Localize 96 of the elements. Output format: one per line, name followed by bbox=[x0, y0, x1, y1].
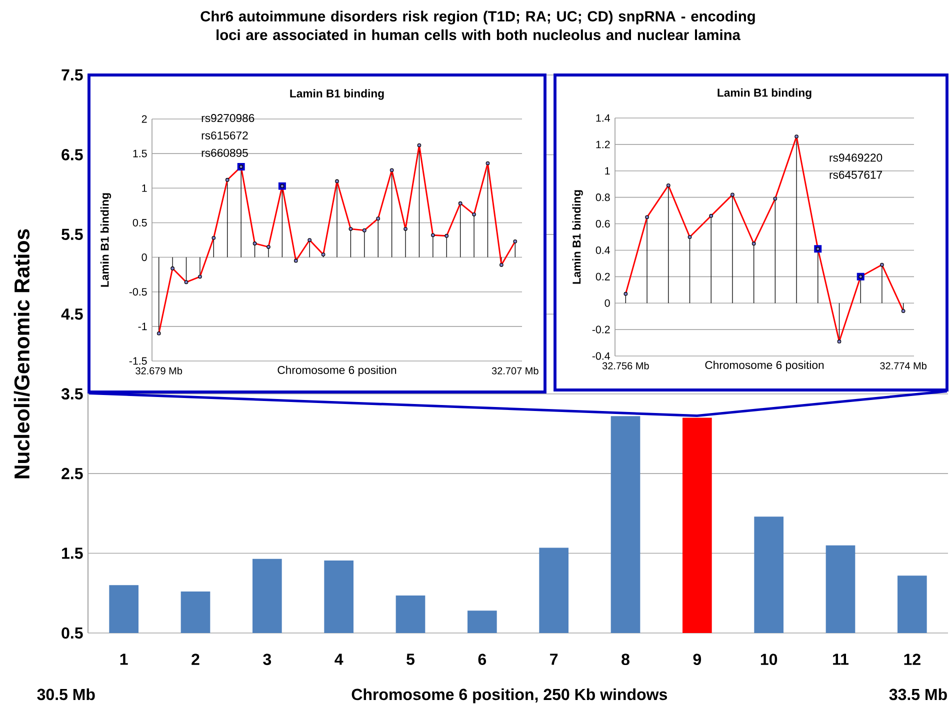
point bbox=[688, 235, 692, 239]
annotation: rs6457617 bbox=[830, 170, 882, 179]
x-tick-label: 32.707 Mb bbox=[492, 367, 538, 374]
x-tick-label: 3 bbox=[263, 654, 272, 666]
point bbox=[390, 168, 394, 172]
x-axis-title: Chromosome 6 position bbox=[705, 360, 824, 372]
y-tick-label: 2 bbox=[142, 115, 147, 123]
chart-title: Lamin B1 binding bbox=[718, 88, 812, 100]
x-tick-label: 1 bbox=[120, 654, 128, 665]
y-tick-label: -0.2 bbox=[592, 326, 610, 334]
point bbox=[472, 212, 476, 216]
annotation: rs660895 bbox=[202, 148, 248, 157]
point bbox=[794, 134, 798, 138]
y-tick-label: 0.8 bbox=[596, 194, 610, 202]
y-tick-label: 4.5 bbox=[61, 308, 83, 320]
y-tick-label: 0 bbox=[142, 254, 147, 262]
point bbox=[404, 227, 408, 231]
x-tick-label: 32.774 Mb bbox=[880, 362, 927, 370]
y-tick-label: 0.6 bbox=[596, 220, 610, 228]
text: 33.5 Mb bbox=[889, 688, 947, 700]
y-tick-label: -0.4 bbox=[592, 352, 610, 360]
y-tick-label: 1.5 bbox=[133, 150, 147, 158]
point bbox=[184, 280, 188, 284]
point bbox=[417, 143, 422, 148]
x-tick-label: 10 bbox=[760, 654, 778, 666]
point bbox=[294, 258, 298, 263]
y-axis-title: Lamin B1 binding bbox=[572, 190, 583, 284]
point bbox=[752, 242, 756, 246]
y-tick-label: -1 bbox=[138, 322, 147, 330]
x-tick-label: 11 bbox=[833, 654, 849, 665]
annotation: rs615672 bbox=[202, 131, 248, 140]
y-tick-label: 3.5 bbox=[61, 388, 83, 400]
point bbox=[624, 292, 628, 296]
x-tick-label: 4 bbox=[334, 654, 344, 665]
y-tick-label: 1 bbox=[142, 184, 147, 192]
y-tick-label: 1.5 bbox=[62, 548, 83, 559]
point bbox=[880, 262, 884, 267]
x-tick-label: 5 bbox=[406, 654, 414, 665]
x-tick-label: 9 bbox=[693, 654, 702, 666]
point bbox=[335, 179, 339, 184]
line-series bbox=[158, 144, 516, 334]
y-axis-title: Lamin B1 binding bbox=[100, 193, 112, 287]
y-tick-label: 0.5 bbox=[132, 218, 147, 226]
y-tick-label: 0.4 bbox=[596, 246, 610, 254]
x-tick-label: 12 bbox=[904, 654, 920, 665]
x-tick-label: 8 bbox=[622, 654, 630, 666]
x-tick-label: 7 bbox=[550, 654, 558, 665]
annotation: rs9469220 bbox=[830, 154, 882, 162]
y-tick-label: 2.5 bbox=[62, 468, 83, 480]
point bbox=[170, 266, 174, 270]
chart-title: Chr6 autoimmune disorders risk region (T1D; RA; UC; CD) snpRNA - encoding loci are associated in human cells with both nucleolus and nuclear lamina bbox=[200, 10, 755, 40]
point bbox=[901, 309, 906, 313]
point bbox=[666, 184, 670, 188]
point bbox=[362, 228, 366, 232]
point bbox=[513, 239, 518, 244]
point bbox=[645, 215, 649, 220]
y-tick-label: 0.2 bbox=[596, 272, 610, 280]
y-tick-label: 1.2 bbox=[596, 140, 610, 148]
x-tick-label: 32.679 Mb bbox=[136, 367, 182, 374]
annotation: rs9270986 bbox=[202, 114, 254, 122]
point bbox=[156, 331, 161, 336]
y-axis-title: Nucleoli/Genomic Ratios bbox=[14, 229, 30, 478]
y-tick-label: 7.5 bbox=[62, 69, 83, 81]
point bbox=[308, 238, 312, 242]
point bbox=[730, 192, 734, 197]
y-tick-label: 0.5 bbox=[62, 627, 83, 639]
chart-title: Lamin B1 binding bbox=[290, 89, 384, 100]
point bbox=[321, 252, 326, 256]
point bbox=[376, 216, 380, 220]
point bbox=[709, 214, 714, 218]
point bbox=[348, 227, 353, 231]
point bbox=[837, 340, 842, 344]
y-tick-label: 0 bbox=[604, 299, 610, 307]
x-tick-label: 32.756 Mb bbox=[602, 362, 649, 370]
point bbox=[458, 201, 462, 206]
y-tick-label: 5.5 bbox=[62, 228, 83, 240]
x-tick-label: 6 bbox=[478, 654, 486, 666]
point bbox=[500, 262, 504, 267]
point bbox=[225, 178, 230, 182]
x-axis-title: Chromosome 6 position bbox=[278, 366, 396, 376]
point bbox=[266, 244, 270, 249]
point bbox=[252, 242, 257, 246]
point bbox=[444, 234, 449, 238]
point bbox=[430, 233, 435, 238]
y-tick-label: 1 bbox=[605, 167, 610, 175]
y-tick-label: -1.5 bbox=[129, 357, 147, 365]
point bbox=[486, 161, 490, 166]
x-axis-title: Chromosome 6 position, 250 Kb windows bbox=[352, 688, 667, 704]
x-tick-label: 2 bbox=[192, 654, 200, 665]
point bbox=[198, 274, 202, 279]
text: 30.5 Mb bbox=[37, 688, 95, 700]
y-tick-label: 1.4 bbox=[596, 114, 610, 122]
point bbox=[212, 236, 216, 240]
y-tick-label: 6.5 bbox=[62, 149, 83, 160]
y-tick-label: -0.5 bbox=[129, 288, 147, 296]
point bbox=[773, 196, 778, 201]
